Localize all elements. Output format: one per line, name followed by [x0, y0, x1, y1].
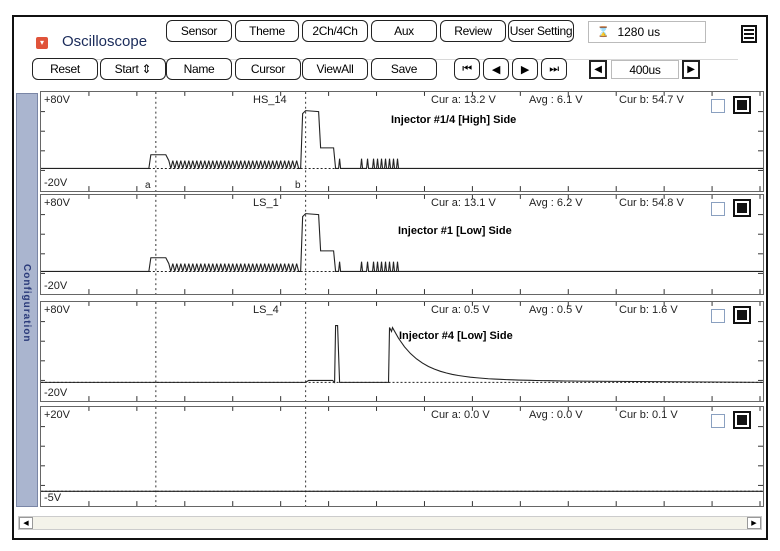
channel-checkbox[interactable]	[711, 202, 725, 216]
channel-name: HS_14	[253, 94, 287, 106]
time-decrease-button[interactable]: ◀	[589, 60, 607, 79]
first-icon: ⏮	[462, 62, 472, 75]
waveform-plot	[41, 92, 763, 191]
channel-checkbox[interactable]	[711, 309, 725, 323]
last-button[interactable]: ⏭	[541, 58, 567, 80]
cursor-b-label: b	[295, 180, 301, 191]
cursor-a-value: Cur a: 0.0 V	[431, 409, 490, 421]
toolbar-button-review[interactable]: Review	[440, 20, 506, 42]
scale-bottom-label: -20V	[44, 177, 68, 189]
timebase-display: ⌛ 1280 us	[588, 21, 706, 43]
waveform-trace	[41, 324, 763, 384]
toolbar-button-sensor[interactable]: Sensor	[166, 20, 232, 42]
cursor-b-value: Cur b: 0.1 V	[619, 409, 678, 421]
configuration-label: Configuration	[21, 264, 32, 343]
cursor-a-value: Cur a: 13.2 V	[431, 94, 496, 106]
toolbar-button-save[interactable]: Save	[371, 58, 437, 80]
toolbar-button-name[interactable]: Name	[166, 58, 232, 80]
average-value: Avg : 0.5 V	[529, 304, 583, 316]
average-value: Avg : 0.0 V	[529, 409, 583, 421]
channel-select-icon[interactable]	[733, 96, 751, 114]
timebase-value: 1280 us	[617, 25, 661, 39]
scroll-left-icon[interactable]: ◀	[19, 517, 33, 529]
channel-panel: +80V -20V LS_4 Cur a: 0.5 V Avg : 0.5 V Cur b…	[40, 301, 764, 402]
cursor-a-label: a	[145, 180, 151, 191]
toolbar-button-reset[interactable]: Reset	[32, 58, 98, 80]
toolbar-button-usersetting[interactable]: User Setting	[508, 20, 574, 42]
average-value: Avg : 6.2 V	[529, 197, 583, 209]
cursor-b-value: Cur b: 54.8 V	[619, 197, 684, 209]
channel-panel: +20V -5V Cur a: 0.0 V Avg : 0.0 V Cur b: 0.1…	[40, 406, 764, 507]
prev-icon: ◀	[491, 63, 501, 76]
app-title: Oscilloscope	[62, 33, 148, 50]
scale-bottom-label: -20V	[44, 387, 68, 399]
scale-top-label: +80V	[44, 304, 70, 316]
time-div-value: 400us	[611, 60, 679, 79]
channel-name: LS_4	[253, 304, 279, 316]
toolbar-button-aux[interactable]: Aux	[371, 20, 437, 42]
toolbar-button-2ch4ch[interactable]: 2Ch/4Ch	[302, 20, 368, 42]
average-value: Avg : 6.1 V	[529, 94, 583, 106]
waveform-trace	[41, 213, 763, 272]
channel-panel: +80V -20V LS_1 Cur a: 13.1 V Avg : 6.2 V Cur …	[40, 194, 764, 295]
scale-top-label: +80V	[44, 94, 70, 106]
cursor-b-value: Cur b: 54.7 V	[619, 94, 684, 106]
horizontal-scrollbar[interactable]: ◀ ▶	[18, 516, 762, 530]
toolbar-button-viewall[interactable]: ViewAll	[302, 58, 368, 80]
toolbar-button-theme[interactable]: Theme	[235, 20, 299, 42]
scale-bottom-label: -20V	[44, 280, 68, 292]
last-icon: ⏭	[549, 62, 559, 75]
waveform-plot	[41, 302, 763, 401]
channel-select-icon[interactable]	[733, 199, 751, 217]
channel-select-icon[interactable]	[733, 411, 751, 429]
first-button[interactable]: ⏮	[454, 58, 480, 80]
waveform-trace	[41, 110, 763, 169]
toolbar-button-cursor[interactable]: Cursor	[235, 58, 301, 80]
oscilloscope-window: ▾ Oscilloscope ⌛ 1280 us Configuration +8…	[12, 15, 768, 540]
prev-button[interactable]: ◀	[483, 58, 509, 80]
channel-select-icon[interactable]	[733, 306, 751, 324]
scroll-right-icon[interactable]: ▶	[747, 517, 761, 529]
injector-annotation: Injector #1/4 [High] Side	[391, 114, 517, 126]
menu-icon[interactable]	[741, 25, 757, 43]
waveform-plot	[41, 195, 763, 294]
configuration-tab[interactable]: Configuration	[16, 93, 38, 507]
dropdown-icon[interactable]: ▾	[36, 37, 48, 49]
channel-name: LS_1	[253, 197, 279, 209]
channel-panel: +80V -20V HS_14 Cur a: 13.2 V Avg : 6.1 V Cur…	[40, 91, 764, 192]
cursor-a-value: Cur a: 13.1 V	[431, 197, 496, 209]
cursor-b-value: Cur b: 1.6 V	[619, 304, 678, 316]
injector-annotation: Injector #4 [Low] Side	[399, 330, 513, 342]
time-increase-button[interactable]: ▶	[682, 60, 700, 79]
toolbar-button-start[interactable]: Start ⇕	[100, 58, 166, 80]
waveform-plot	[41, 407, 763, 506]
scale-top-label: +80V	[44, 197, 70, 209]
channel-checkbox[interactable]	[711, 414, 725, 428]
scale-bottom-label: -5V	[44, 492, 62, 504]
timer-icon: ⌛	[597, 26, 610, 38]
cursor-a-value: Cur a: 0.5 V	[431, 304, 490, 316]
injector-annotation: Injector #1 [Low] Side	[398, 225, 512, 237]
scale-top-label: +20V	[44, 409, 70, 421]
next-icon: ▶	[520, 63, 530, 76]
channel-checkbox[interactable]	[711, 99, 725, 113]
next-button[interactable]: ▶	[512, 58, 538, 80]
